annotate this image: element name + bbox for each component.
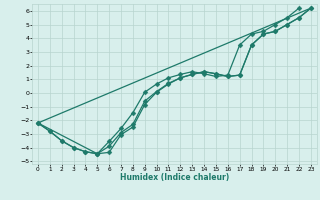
X-axis label: Humidex (Indice chaleur): Humidex (Indice chaleur) xyxy=(120,173,229,182)
